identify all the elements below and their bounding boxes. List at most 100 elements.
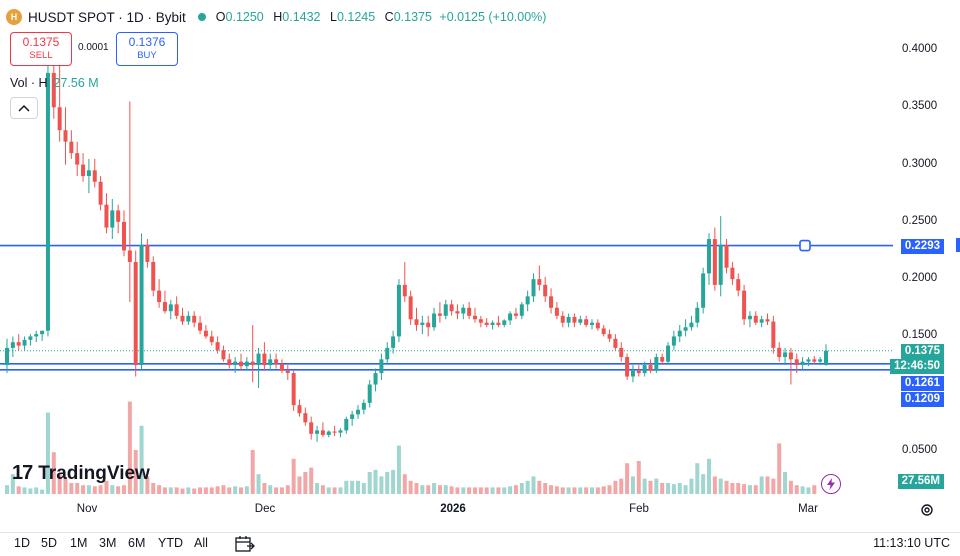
range-button-1m[interactable]: 1M: [70, 536, 88, 550]
hline-low-label[interactable]: 0.1209: [900, 392, 944, 407]
volume-bar: [689, 478, 694, 494]
gear-icon[interactable]: [919, 502, 935, 518]
candle-body: [619, 347, 624, 358]
volume-bar: [116, 486, 121, 494]
candle-body: [595, 322, 600, 329]
volume-bar: [86, 485, 91, 494]
candle-body: [367, 384, 372, 403]
hline-top-label[interactable]: 0.2293: [900, 239, 944, 254]
volume-bar: [10, 474, 15, 494]
range-button-1d[interactable]: 1D: [14, 536, 30, 550]
candle-body: [75, 153, 80, 165]
lightning-icon[interactable]: [821, 474, 841, 494]
volume-bar: [537, 480, 542, 494]
coin-icon[interactable]: H: [6, 9, 22, 25]
hline-mid-label[interactable]: 0.1261: [900, 376, 944, 391]
candle-body: [297, 405, 302, 414]
volume-bar: [671, 484, 676, 494]
candle-body: [69, 141, 74, 154]
candle-body: [496, 322, 501, 325]
candle-body: [554, 307, 559, 316]
volume-bar: [256, 474, 261, 494]
change-value: +0.0125 (+10.00%): [439, 10, 547, 24]
volume-bar: [566, 487, 571, 494]
volume-bar: [145, 476, 150, 494]
volume-bar: [654, 478, 659, 494]
range-button-all[interactable]: All: [194, 536, 208, 550]
candle-body: [373, 373, 378, 385]
volume-bar: [736, 483, 741, 494]
high-value: 0.1432: [282, 10, 321, 24]
candle-body: [326, 431, 331, 435]
range-button-5d[interactable]: 5D: [41, 536, 57, 550]
volume-bar: [356, 480, 360, 494]
volume-bar: [239, 487, 243, 494]
candle-body: [636, 370, 641, 374]
volume-bar: [549, 485, 554, 494]
time-axis-tick: Dec: [254, 503, 276, 515]
range-button-3m[interactable]: 3M: [99, 536, 117, 550]
volume-bar: [320, 485, 325, 494]
range-button-6m[interactable]: 6M: [128, 536, 146, 550]
utc-clock[interactable]: 11:13:10 UTC: [873, 536, 950, 550]
candle-body: [268, 359, 273, 366]
buy-button[interactable]: 0.1376 BUY: [116, 32, 178, 66]
volume-bar: [426, 485, 431, 494]
date-range-calendar-icon[interactable]: [235, 535, 255, 553]
candle-body: [648, 365, 653, 371]
candle-body: [747, 315, 752, 320]
volume-bar: [812, 485, 817, 494]
volume-bar: [227, 487, 232, 494]
volume-bar: [584, 487, 589, 494]
last-price-label: 0.1375: [900, 344, 944, 359]
candle-body: [414, 319, 419, 325]
candle-body: [806, 359, 811, 362]
volume-label: Vol · H: [10, 76, 48, 90]
range-button-ytd[interactable]: YTD: [158, 536, 183, 550]
candle-body: [51, 72, 56, 108]
candle-body: [110, 210, 115, 228]
chevron-up-icon: [18, 104, 30, 112]
tradingview-mark-icon: 17: [12, 462, 33, 484]
volume-bar: [75, 483, 80, 494]
volume-bar: [554, 486, 559, 494]
volume-bar: [519, 483, 524, 494]
volume-bar: [373, 469, 378, 494]
volume-bar: [309, 467, 314, 494]
candle-body: [227, 359, 232, 366]
volume-bar: [759, 476, 764, 494]
candle-body: [712, 239, 717, 285]
candle-body: [309, 422, 314, 434]
volume-bar: [326, 487, 331, 494]
volume-legend[interactable]: Vol · H 27.56 M: [10, 76, 99, 90]
volume-bar: [244, 486, 249, 494]
time-axis-tick: 2026: [440, 503, 466, 515]
volume-bar: [730, 483, 735, 494]
sell-button[interactable]: 0.1375 SELL: [10, 32, 72, 66]
candle-body: [478, 319, 483, 323]
volume-bar: [800, 486, 805, 494]
tradingview-logo[interactable]: 17 TradingView: [12, 462, 150, 485]
volume-bar: [484, 487, 489, 494]
collapse-legend-button[interactable]: [10, 97, 38, 119]
volume-bar: [385, 472, 390, 494]
price-axis-tick: 0.3500: [902, 100, 938, 113]
candle-body: [16, 342, 21, 346]
candle-body: [315, 430, 320, 434]
candle-body: [127, 250, 132, 262]
symbol-title[interactable]: HUSDT SPOT · 1D · Bybit: [28, 9, 186, 25]
candle-body: [250, 361, 255, 366]
candle-body: [671, 336, 676, 346]
candle-body: [788, 352, 793, 360]
volume-last-label: 27.56M: [897, 474, 944, 489]
volume-bar: [625, 463, 630, 494]
volume-bar: [233, 486, 238, 494]
candle-body: [759, 319, 764, 323]
candle-body: [724, 244, 729, 268]
volume-bar: [28, 488, 33, 494]
volume-bar: [443, 485, 448, 494]
volume-bar: [414, 483, 419, 494]
right-edge-marker: [956, 238, 960, 252]
